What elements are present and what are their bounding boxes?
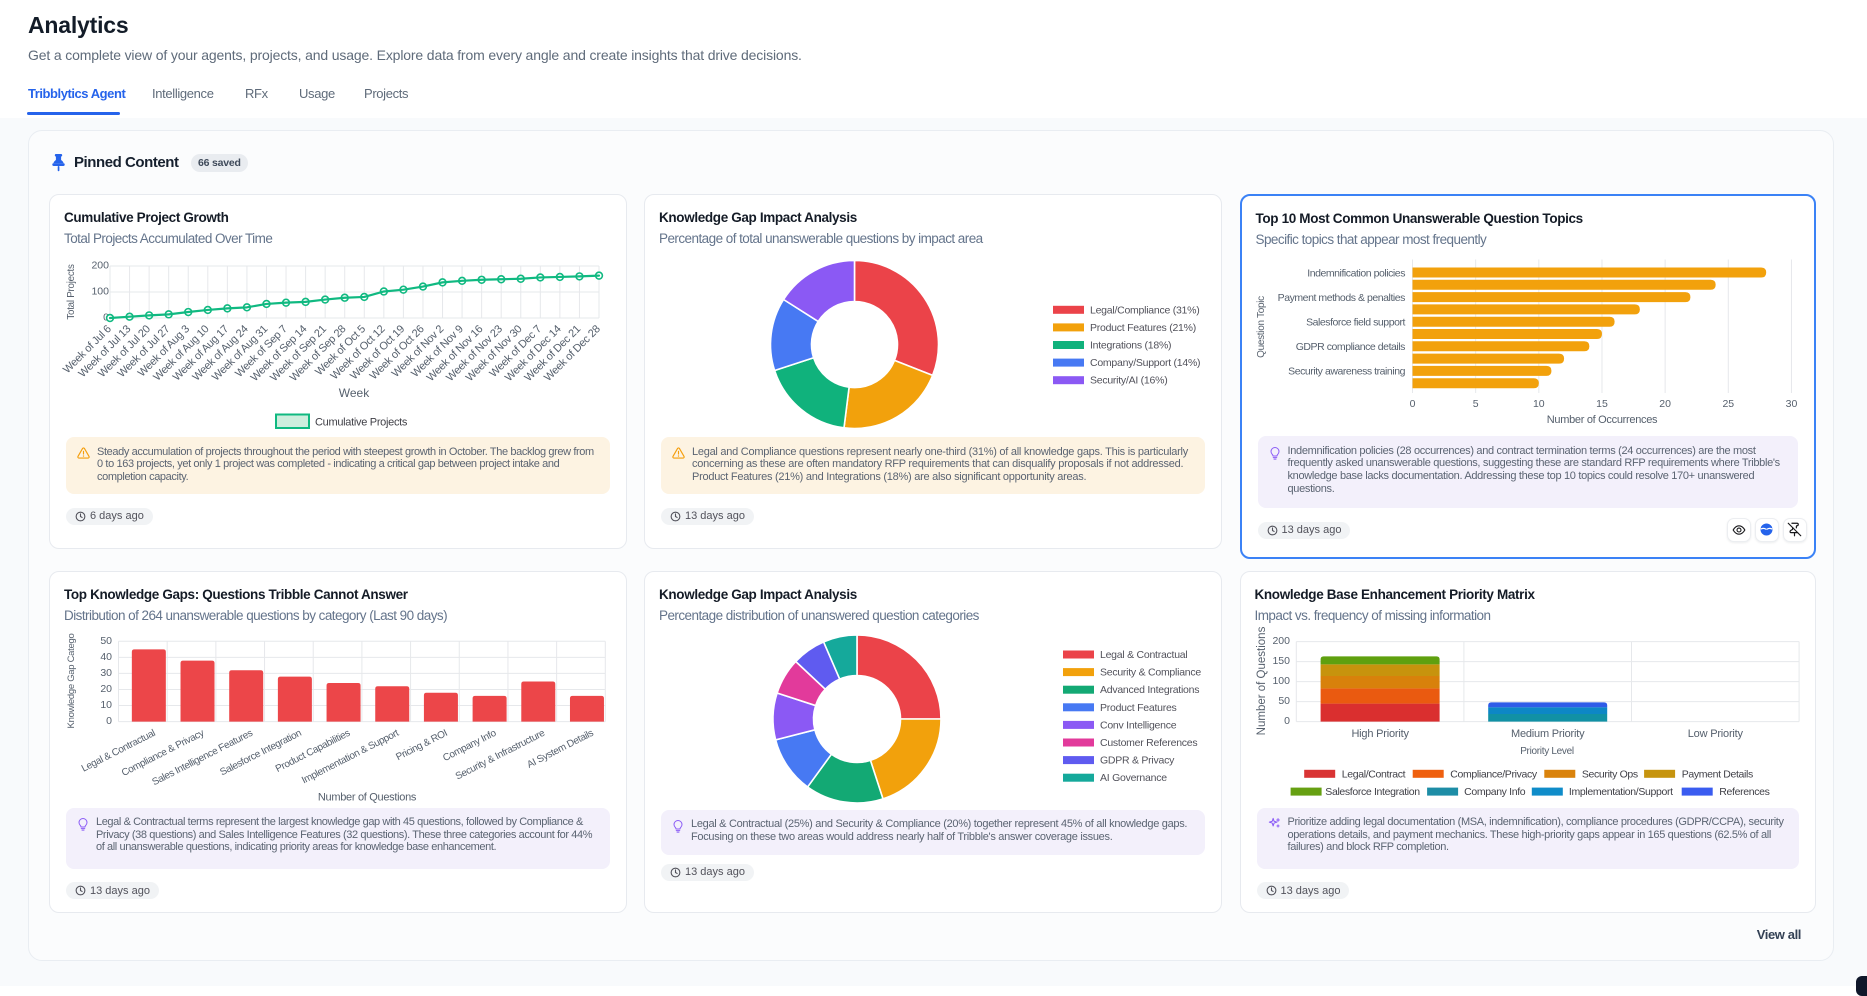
- svg-text:AI Governance: AI Governance: [1100, 772, 1167, 784]
- svg-text:0: 0: [1409, 398, 1415, 410]
- svg-text:Customer References: Customer References: [1100, 737, 1197, 749]
- svg-text:0: 0: [1284, 715, 1290, 727]
- svg-text:Security & Infrastructure: Security & Infrastructure: [454, 727, 547, 782]
- svg-text:Implementation/Support: Implementation/Support: [1568, 786, 1672, 798]
- svg-text:50: 50: [1278, 695, 1290, 707]
- svg-text:Number of Questions: Number of Questions: [318, 791, 417, 803]
- svg-text:Company Info: Company Info: [1464, 786, 1526, 798]
- svg-text:Security awareness training: Security awareness training: [1288, 365, 1405, 377]
- svg-text:Advanced Integrations: Advanced Integrations: [1100, 684, 1199, 696]
- svg-text:40: 40: [100, 650, 112, 662]
- svg-text:Legal & Contractual: Legal & Contractual: [1100, 649, 1187, 661]
- svg-text:Security Ops: Security Ops: [1581, 768, 1637, 780]
- svg-text:Total Projects: Total Projects: [66, 263, 77, 319]
- svg-text:Payment methods & penalties: Payment methods & penalties: [1277, 291, 1405, 303]
- svg-text:GDPR & Privacy: GDPR & Privacy: [1100, 754, 1175, 766]
- svg-text:Compliance/Privacy: Compliance/Privacy: [1450, 768, 1538, 780]
- svg-text:Product Features (21%): Product Features (21%): [1090, 321, 1196, 333]
- svg-text:Week: Week: [339, 386, 370, 400]
- svg-text:Salesforce Integration: Salesforce Integration: [1325, 786, 1420, 798]
- svg-text:Salesforce field support: Salesforce field support: [1306, 316, 1405, 328]
- svg-text:20: 20: [100, 682, 112, 694]
- svg-text:High Priority: High Priority: [1351, 728, 1409, 740]
- svg-text:References: References: [1719, 786, 1769, 798]
- svg-text:Legal/Contract: Legal/Contract: [1341, 768, 1405, 780]
- svg-text:50: 50: [100, 634, 112, 646]
- svg-text:Security/AI (16%): Security/AI (16%): [1090, 374, 1167, 386]
- svg-text:15: 15: [1596, 398, 1608, 410]
- svg-text:Payment Details: Payment Details: [1681, 768, 1752, 780]
- svg-text:GDPR compliance details: GDPR compliance details: [1295, 341, 1404, 353]
- svg-text:Integrations (18%): Integrations (18%): [1090, 339, 1171, 351]
- svg-text:100: 100: [91, 285, 109, 297]
- svg-text:25: 25: [1722, 398, 1734, 410]
- svg-text:20: 20: [1659, 398, 1671, 410]
- svg-text:Conv Intelligence: Conv Intelligence: [1100, 719, 1177, 731]
- svg-text:Knowledge Gap Catego: Knowledge Gap Catego: [66, 633, 77, 728]
- svg-text:Product Features: Product Features: [1100, 701, 1177, 713]
- svg-text:Priority Level: Priority Level: [1520, 746, 1574, 757]
- svg-text:Number of Occurrences: Number of Occurrences: [1546, 414, 1657, 426]
- svg-text:Legal/Compliance (31%): Legal/Compliance (31%): [1090, 304, 1199, 316]
- svg-text:150: 150: [1272, 655, 1290, 667]
- svg-text:Salesforce Integration: Salesforce Integration: [218, 727, 303, 777]
- svg-text:0: 0: [106, 715, 112, 727]
- svg-text:Question Topic: Question Topic: [1256, 295, 1267, 357]
- svg-text:Medium Priority: Medium Priority: [1510, 728, 1584, 740]
- svg-text:Company/Support (14%): Company/Support (14%): [1090, 357, 1200, 369]
- svg-text:Indemnification policies: Indemnification policies: [1307, 267, 1405, 279]
- svg-text:200: 200: [91, 259, 109, 271]
- svg-text:10: 10: [1532, 398, 1544, 410]
- svg-text:30: 30: [100, 666, 112, 678]
- svg-text:5: 5: [1472, 398, 1478, 410]
- svg-text:100: 100: [1272, 675, 1290, 687]
- svg-text:10: 10: [100, 699, 112, 711]
- svg-text:Cumulative Projects: Cumulative Projects: [315, 416, 408, 428]
- svg-text:30: 30: [1785, 398, 1797, 410]
- svg-text:Security & Compliance: Security & Compliance: [1100, 666, 1201, 678]
- svg-text:200: 200: [1272, 635, 1290, 647]
- svg-text:Pricing & ROI: Pricing & ROI: [394, 727, 449, 762]
- svg-text:Number of Questions: Number of Questions: [1256, 627, 1268, 735]
- svg-text:Low Priority: Low Priority: [1687, 728, 1743, 740]
